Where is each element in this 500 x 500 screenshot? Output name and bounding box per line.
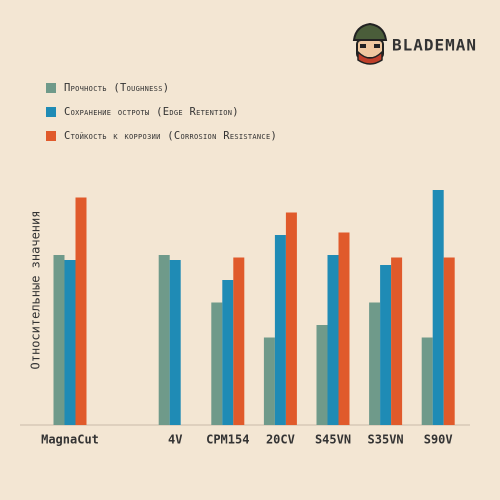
- x-tick-label: MagnaCut: [41, 433, 99, 447]
- y-axis-label: Относительные значения: [29, 211, 43, 370]
- x-tick-label: S90V: [424, 433, 453, 447]
- legend-label: Прочность (Toughness): [64, 82, 169, 94]
- bar: [75, 197, 87, 425]
- bar: [169, 260, 181, 425]
- bar: [338, 232, 350, 425]
- x-tick-label: 20CV: [266, 433, 295, 447]
- bar: [421, 337, 433, 425]
- legend-label: Сохранение остроты (Edge Retention): [64, 106, 239, 118]
- legend-swatch: [46, 83, 56, 93]
- bar: [369, 302, 381, 425]
- bar: [380, 265, 392, 425]
- x-tick-label: 4V: [168, 433, 182, 447]
- bar: [274, 235, 286, 425]
- logo-icon: [352, 22, 388, 65]
- bar: [327, 255, 339, 425]
- bar: [211, 302, 223, 425]
- x-tick-label: S35VN: [368, 433, 404, 447]
- legend-swatch: [46, 131, 56, 141]
- x-tick-label: S45VN: [315, 433, 351, 447]
- bar: [53, 255, 65, 425]
- bar: [222, 280, 234, 425]
- bar: [263, 337, 275, 425]
- x-tick-label: CPM154: [206, 433, 249, 447]
- brand: BLADEMAN: [392, 36, 477, 55]
- bar: [158, 255, 170, 425]
- bar: [64, 260, 76, 425]
- bar: [432, 190, 444, 425]
- legend-label: Стойкость к коррозии (Corrosion Resistan…: [64, 130, 277, 142]
- bar: [391, 257, 403, 425]
- bar: [285, 212, 297, 425]
- bar: [233, 257, 245, 425]
- bar: [316, 325, 328, 425]
- legend-swatch: [46, 107, 56, 117]
- bar: [443, 257, 455, 425]
